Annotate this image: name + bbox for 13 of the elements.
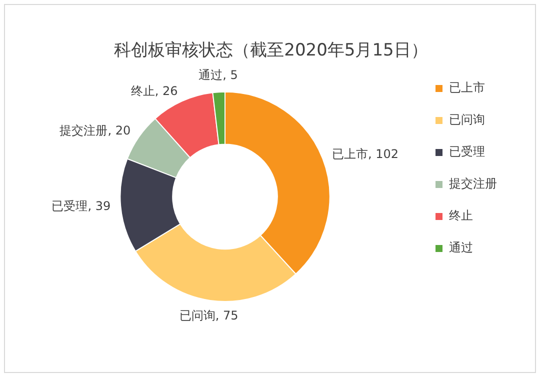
- data-label: 通过, 5: [198, 68, 238, 82]
- legend-label: 已上市: [449, 80, 485, 95]
- data-label: 已上市, 102: [332, 147, 399, 162]
- legend-label: 终止: [449, 208, 473, 223]
- legend-label: 提交注册: [449, 176, 497, 191]
- data-label: 已问询, 75: [179, 308, 238, 322]
- legend-label: 已受理: [449, 144, 485, 159]
- chart-title: 科创板审核状态（截至2020年5月15日）: [114, 40, 428, 61]
- legend-label: 通过: [449, 240, 473, 255]
- data-label: 提交注册, 20: [60, 123, 131, 138]
- data-label: 已受理, 39: [52, 198, 111, 213]
- legend-label: 已问询: [449, 112, 485, 127]
- data-label: 终止, 26: [130, 84, 178, 98]
